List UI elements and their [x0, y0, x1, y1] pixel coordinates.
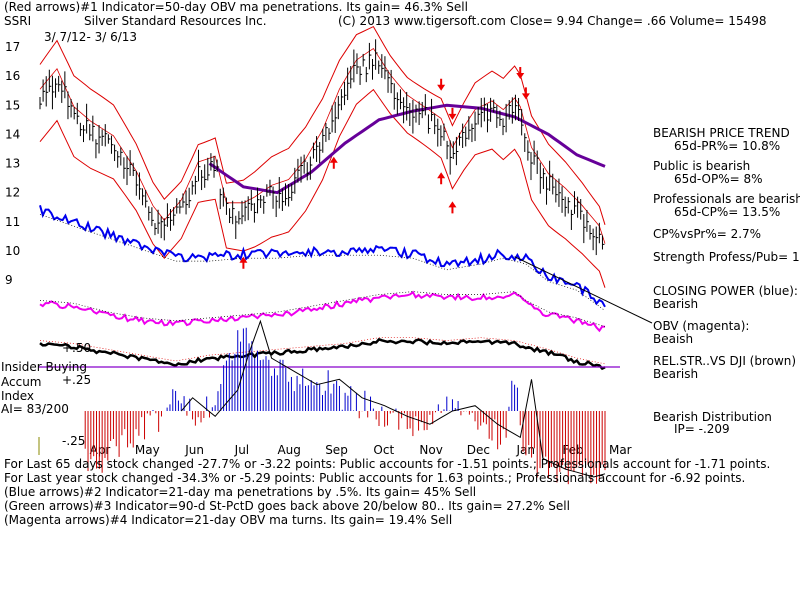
- strength-ratio: Strength Profess/Pub= 1.7: [653, 250, 800, 264]
- month-label-sep: Sep: [325, 443, 348, 457]
- trend-line: [514, 256, 653, 324]
- indicator-1-text: (Red arrows)#1 Indicator=50-day OBV ma p…: [4, 0, 468, 14]
- month-label-jun: Jun: [184, 443, 204, 457]
- price-tick-15: 15: [5, 98, 20, 112]
- price-tick-14: 14: [5, 127, 20, 141]
- month-label-dec: Dec: [467, 443, 490, 457]
- buy-arrow-3: [448, 201, 457, 214]
- buy-arrow-2: [437, 172, 446, 185]
- accum-label: Accum: [1, 375, 42, 389]
- price-tick-17: 17: [5, 40, 20, 54]
- price-tick-16: 16: [5, 69, 20, 83]
- insider-buying-label: Insider Buying: [1, 360, 87, 374]
- pr-value: 65d-PR%= 10.8%: [674, 139, 781, 153]
- cp-vs-pr: CP%vsPr%= 2.7%: [653, 227, 762, 241]
- price-tick-11: 11: [5, 215, 20, 229]
- ip-value: IP= -.209: [674, 422, 730, 436]
- month-label-mar: Mar: [609, 443, 632, 457]
- sell-arrow-0: [437, 78, 446, 91]
- upper-band: [39, 25, 606, 225]
- op-value: 65d-OP%= 8%: [674, 172, 763, 186]
- sell-arrow-3: [521, 87, 530, 100]
- index-label: Index: [1, 389, 35, 403]
- ai-value: AI= 83/200: [1, 402, 69, 416]
- level-minus-25: -.25: [62, 434, 86, 448]
- close-change-volume: Close= 9.94 Change= .66 Volume= 15498: [510, 14, 767, 28]
- indicator-2-text: (Blue arrows)#2 Indicator=21-day ma pene…: [4, 485, 477, 499]
- relstr-label: REL.STR..VS DJI (brown): [653, 354, 797, 368]
- level-plus-25: +.25: [62, 373, 92, 387]
- buy-arrow-0: [239, 256, 248, 269]
- cp-value: 65d-CP%= 13.5%: [674, 205, 781, 219]
- professionals-status: Professionals are bearish: [653, 192, 800, 206]
- footer-65day: For Last 65 days stock changed -27.7% or…: [4, 457, 771, 471]
- relstr-value: Bearish: [653, 367, 699, 381]
- closing-power-line: [39, 205, 606, 308]
- month-label-may: May: [135, 443, 160, 457]
- obv-label: OBV (magenta):: [653, 319, 750, 333]
- sell-arrow-2: [516, 67, 525, 80]
- accum-ma: [180, 319, 606, 478]
- lower-band: [39, 88, 606, 288]
- purple-moving-average: [208, 103, 606, 195]
- company-name: Silver Standard Resources Inc.: [84, 14, 267, 28]
- month-label-nov: Nov: [419, 443, 442, 457]
- price-tick-10: 10: [5, 244, 20, 258]
- date-range: 3/ 7/12- 3/ 6/13: [44, 30, 138, 44]
- public-status: Public is bearish: [653, 159, 751, 173]
- month-label-jul: Jul: [234, 443, 249, 457]
- ticker-symbol: SSRI: [4, 14, 32, 28]
- indicator-3-text: (Green arrows)#3 Indicator=90-d St-PctD …: [4, 499, 570, 513]
- obv-line: [39, 290, 606, 333]
- month-label-aug: Aug: [277, 443, 300, 457]
- month-label-feb: Feb: [562, 443, 583, 457]
- obv-ma: [39, 291, 606, 327]
- indicator-4-text: (Magenta arrows)#4 Indicator=21-day OBV …: [4, 513, 453, 527]
- relstr-ma: [39, 337, 606, 365]
- closing-power-ma: [39, 214, 606, 311]
- obv-value: Beaish: [653, 332, 694, 346]
- closing-power-label: CLOSING POWER (blue):: [653, 284, 798, 298]
- price-tick-9: 9: [5, 273, 13, 287]
- relstr-line: [39, 337, 606, 371]
- trend-title: BEARISH PRICE TREND: [653, 126, 790, 140]
- month-label-oct: Oct: [373, 443, 394, 457]
- distribution-label: Bearish Distribution: [653, 410, 772, 424]
- level-plus-50: +.50: [62, 341, 92, 355]
- closing-power-value: Bearish: [653, 297, 699, 311]
- footer-year: For Last year stock changed -34.3% or -5…: [4, 471, 746, 485]
- month-label-jan: Jan: [515, 443, 535, 457]
- price-tick-12: 12: [5, 186, 20, 200]
- buy-arrow-1: [329, 156, 338, 169]
- sell-arrow-1: [448, 107, 457, 120]
- copyright: (C) 2013 www.tigersoft.com: [338, 14, 506, 28]
- price-tick-13: 13: [5, 157, 20, 171]
